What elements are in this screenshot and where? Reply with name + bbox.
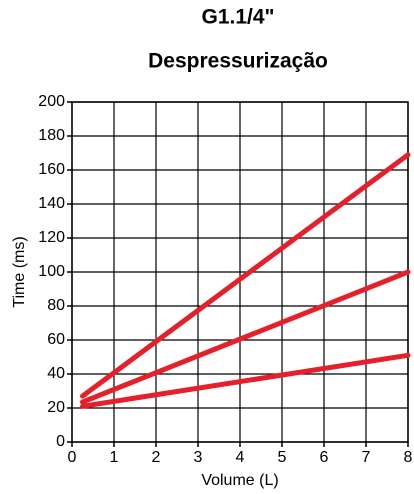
x-tick-label: 1 (110, 449, 119, 466)
y-tick-label: 120 (38, 229, 65, 246)
chart-title: G1.1/4" (202, 6, 275, 29)
x-tick-label: 8 (404, 449, 413, 466)
y-tick-label: 160 (38, 161, 65, 178)
y-tick-label: 140 (38, 195, 65, 212)
data-line (80, 152, 411, 399)
y-tick-label: 20 (47, 399, 65, 416)
x-tick-label: 7 (362, 449, 371, 466)
y-tick-label: 80 (47, 297, 65, 314)
y-tick-label: 40 (47, 365, 65, 382)
x-axis-label: Volume (L) (201, 472, 278, 489)
y-tick-label: 0 (56, 433, 65, 450)
y-tick-label: 100 (38, 263, 65, 280)
x-tick-label: 5 (278, 449, 287, 466)
x-tick-label: 0 (68, 449, 77, 466)
y-tick-label: 200 (38, 93, 65, 110)
data-line (80, 269, 411, 405)
x-tick-label: 3 (194, 449, 203, 466)
data-line (80, 352, 411, 409)
x-tick-label: 6 (320, 449, 329, 466)
y-tick-label: 60 (47, 331, 65, 348)
y-tick-label: 180 (38, 127, 65, 144)
x-tick-label: 4 (236, 449, 245, 466)
x-tick-label: 2 (152, 449, 161, 466)
chart-subtitle: Despressurização (148, 50, 328, 73)
y-axis-label: Time (ms) (11, 236, 28, 307)
